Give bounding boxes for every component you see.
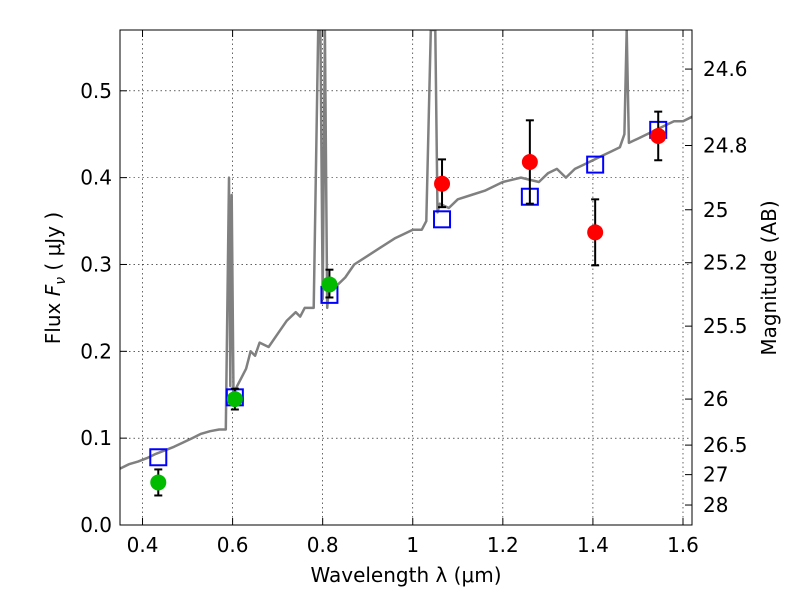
x-tick-label: 1	[406, 533, 419, 557]
x-tick-label: 0.6	[217, 533, 249, 557]
y-tick-label: 0.1	[80, 426, 112, 450]
observed-green-point	[150, 474, 167, 491]
observed-red-point	[587, 224, 604, 241]
right-tick-label: 24.6	[703, 57, 748, 81]
spectrum-line	[120, 30, 692, 470]
y-axis-title-right: Magnitude (AB)	[757, 200, 781, 355]
x-tick-label: 1.6	[667, 533, 699, 557]
y-tick-label: 0.4	[80, 166, 112, 190]
x-tick-label: 0.4	[127, 533, 159, 557]
y-axis-title: Flux Fν ( μJy )	[41, 212, 69, 344]
y-axis-title-suffix: ( μJy )	[41, 212, 65, 277]
axis-ticks: 0.4 0.6 0.8 1 1.2 1.4 1.6 0.0 0.1 0.2 0.3 0.4 0.5 24.…	[80, 30, 748, 557]
y-tick-label: 0.2	[80, 339, 112, 363]
grid	[120, 30, 692, 526]
y-tick-label: 0.5	[80, 79, 112, 103]
plot-frame	[119, 29, 693, 526]
y-axis-title-prefix: Flux	[41, 296, 65, 344]
right-tick-label: 26.5	[703, 433, 748, 457]
x-tick-label: 1.4	[577, 533, 609, 557]
right-tick-label: 28	[703, 493, 728, 517]
observed-green-point	[321, 276, 338, 293]
y-tick-label: 0.3	[80, 252, 112, 276]
x-tick-label: 1.2	[487, 533, 519, 557]
plot-area	[120, 30, 692, 470]
data-points	[149, 110, 668, 497]
right-tick-label: 25	[703, 198, 728, 222]
observed-red-point	[521, 154, 538, 170]
observed-red-point	[434, 175, 451, 192]
right-tick-label: 25.5	[703, 314, 748, 338]
x-axis-title: Wavelength λ (μm)	[310, 563, 501, 587]
right-tick-label: 24.8	[703, 134, 748, 158]
x-tick-label: 0.8	[307, 533, 339, 557]
y-axis-title-symbol: F	[41, 284, 65, 296]
right-tick-label: 25.2	[703, 251, 748, 275]
observed-red-point	[650, 127, 667, 144]
y-tick-label: 0.0	[80, 513, 112, 537]
observed-green-point	[226, 391, 243, 408]
model-square-point	[433, 210, 452, 229]
right-tick-label: 26	[703, 387, 728, 411]
model-square-point	[149, 448, 168, 467]
right-tick-label: 27	[703, 463, 728, 487]
model-square-point	[586, 155, 605, 174]
y-axis-title-sub: ν	[53, 277, 69, 285]
